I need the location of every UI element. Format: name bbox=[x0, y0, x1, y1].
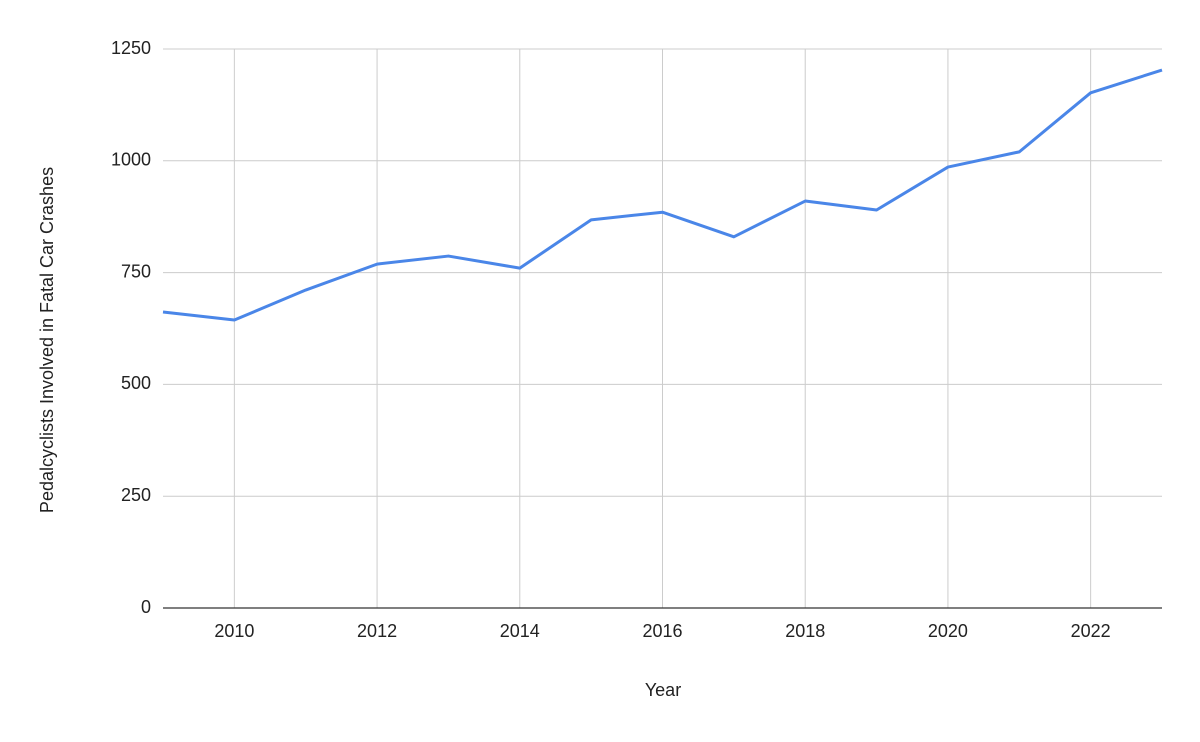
x-tick-label: 2012 bbox=[357, 621, 397, 641]
x-tick-label: 2014 bbox=[500, 621, 540, 641]
x-axis-label: Year bbox=[645, 680, 681, 700]
x-tick-label: 2018 bbox=[785, 621, 825, 641]
y-tick-label: 1000 bbox=[111, 150, 151, 170]
y-tick-label: 750 bbox=[121, 261, 151, 281]
y-tick-label: 1250 bbox=[111, 38, 151, 58]
y-tick-label: 0 bbox=[141, 597, 151, 617]
x-tick-label: 2022 bbox=[1071, 621, 1111, 641]
x-tick-label: 2016 bbox=[642, 621, 682, 641]
x-tick-label: 2020 bbox=[928, 621, 968, 641]
y-axis-label: Pedalcyclists Involved in Fatal Car Cras… bbox=[37, 167, 57, 513]
x-tick-label: 2010 bbox=[214, 621, 254, 641]
y-tick-label: 500 bbox=[121, 373, 151, 393]
data-line bbox=[162, 68, 1163, 322]
y-tick-label: 250 bbox=[121, 485, 151, 505]
